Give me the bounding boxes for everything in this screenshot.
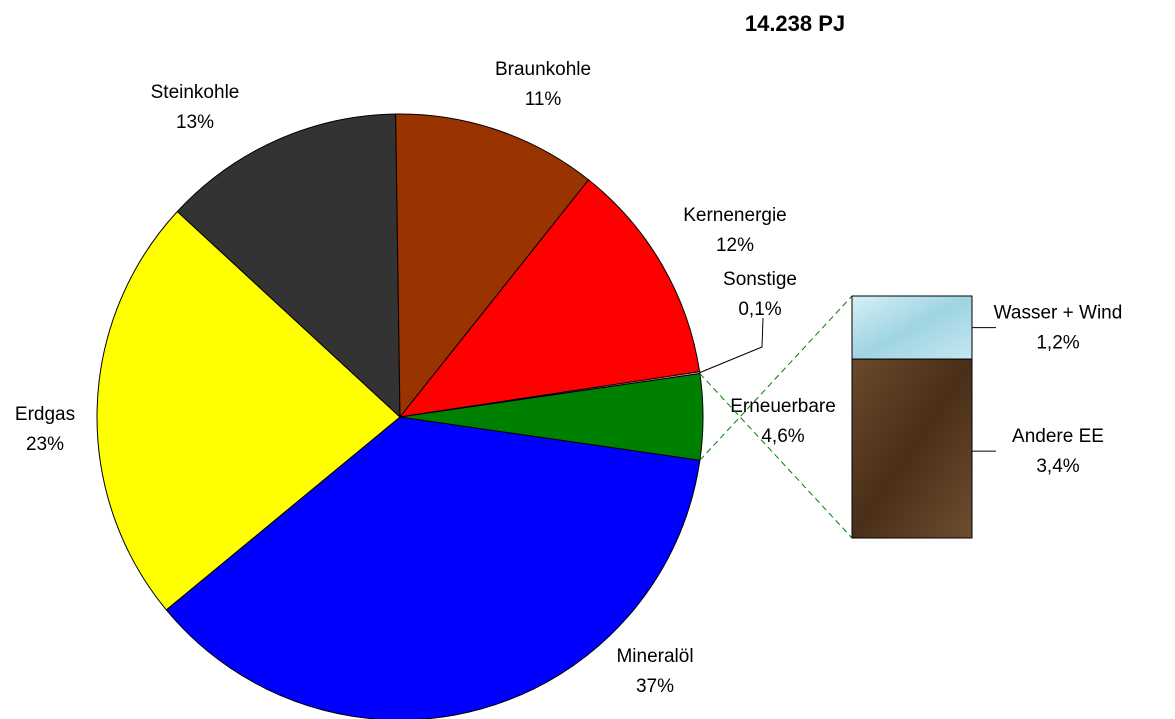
detail-value-label: 1,2%: [1036, 333, 1079, 354]
slice-value-label: 23%: [26, 434, 64, 455]
detail-bar-segment: [852, 296, 972, 359]
slice-label: Kernenergie: [683, 205, 787, 226]
slice-value-label: 4,6%: [761, 426, 804, 447]
slice-value-label: 12%: [716, 235, 754, 256]
slice-label: Erneuerbare: [730, 396, 836, 417]
slice-value-label: 11%: [525, 89, 562, 110]
chart-title: 14.238 PJ: [745, 11, 845, 36]
slice-value-label: 37%: [636, 676, 674, 697]
slice-label: Mineralöl: [616, 646, 693, 667]
leader-line: [700, 318, 763, 373]
detail-label: Andere EE: [1012, 426, 1104, 447]
slice-label: Sonstige: [723, 269, 797, 290]
slice-value-label: 13%: [176, 112, 214, 133]
detail-value-label: 3,4%: [1036, 456, 1079, 477]
slice-label: Steinkohle: [151, 82, 240, 103]
detail-label: Wasser + Wind: [994, 303, 1123, 324]
slice-value-label: 0,1%: [738, 299, 781, 320]
chart: 14.238 PJ Mineralöl 37% Erdgas 23% Steinkohl…: [0, 0, 1175, 719]
detail-bar-segment: [852, 359, 972, 538]
slice-label: Erdgas: [15, 404, 75, 425]
slice-label: Braunkohle: [495, 59, 591, 80]
